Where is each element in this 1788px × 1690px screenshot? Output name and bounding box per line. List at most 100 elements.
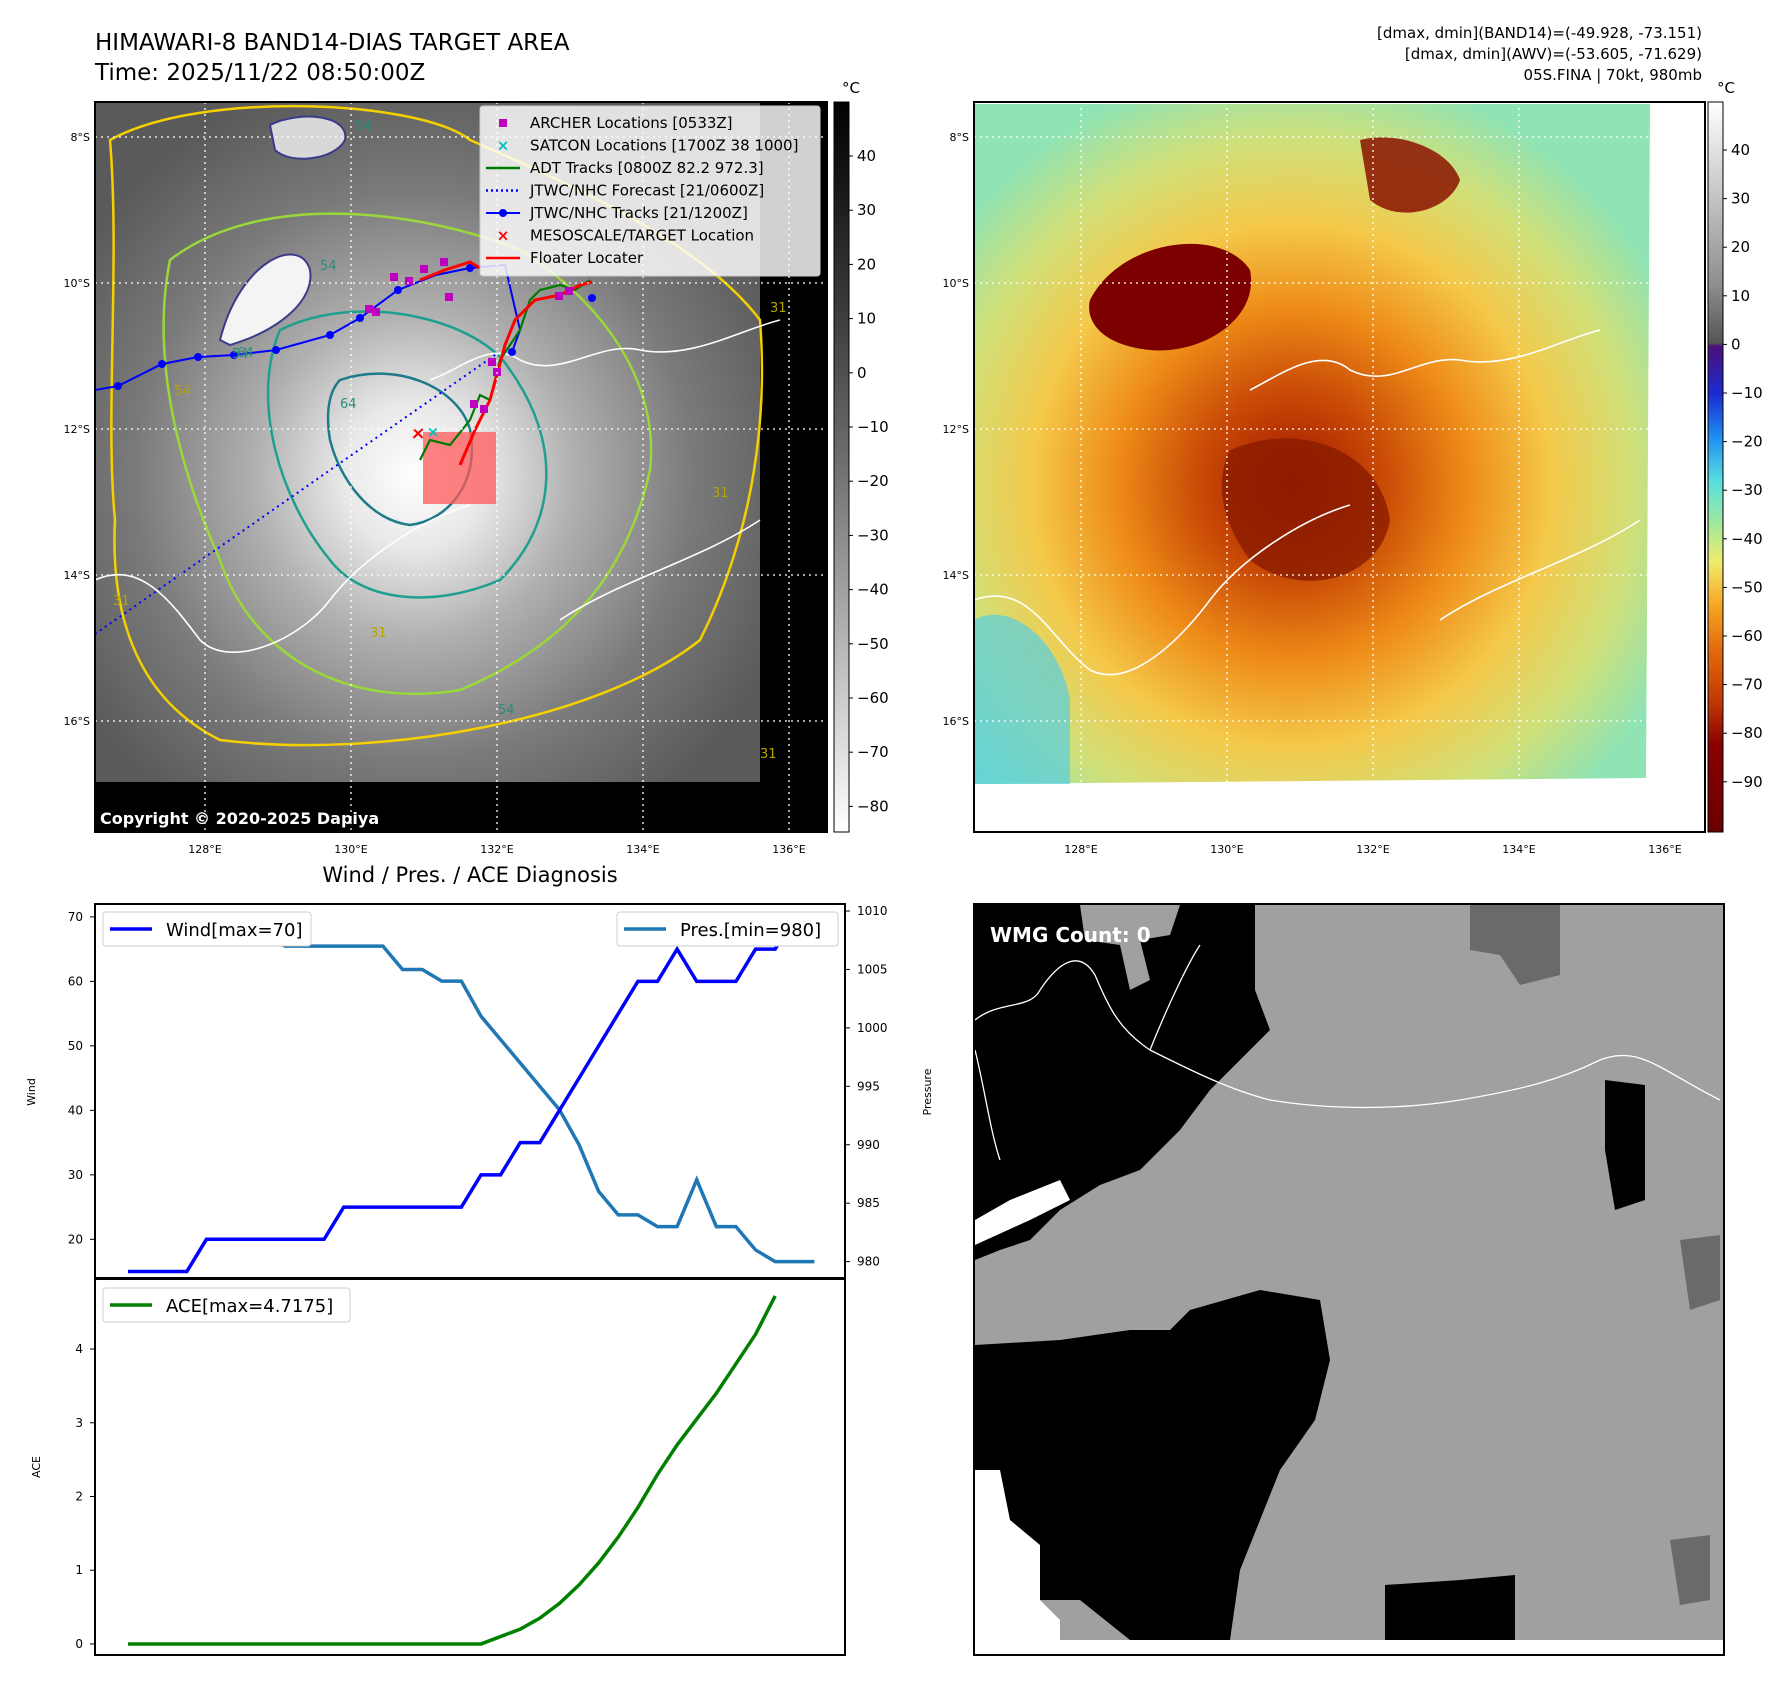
colorbar-tick-label: −40 — [1731, 530, 1763, 548]
colorbar-tick-label: −70 — [857, 743, 889, 761]
colorbar-tick-label: 0 — [857, 364, 867, 382]
contour-teal — [266, 310, 548, 599]
pressure-axis-label: Pressure — [921, 1068, 934, 1115]
legend-item: JTWC/NHC Tracks [21/1200Z] — [486, 204, 748, 222]
legend-label: JTWC/NHC Forecast [21/0600Z] — [529, 182, 764, 200]
legend-label: ARCHER Locations [0533Z] — [530, 114, 733, 132]
y-tick-label: 60 — [68, 974, 83, 988]
map-gridlines — [974, 102, 1705, 832]
ace-axis-label: ACE — [30, 1456, 43, 1478]
wind-legend: Wind[max=70] — [102, 911, 312, 947]
y-tick-label: 0 — [75, 1637, 83, 1651]
colorbar-tick-label: −80 — [857, 797, 889, 815]
wmg-coastline — [974, 944, 1201, 1161]
copyright: Copyright © 2020-2025 Dapiya — [100, 809, 379, 828]
colorbar-tick-label: −10 — [1731, 384, 1763, 402]
colorbar-tick-label: −10 — [857, 418, 889, 436]
lat-tick-label: 10°S — [943, 277, 969, 290]
contour-label: 54 — [232, 347, 249, 362]
title-line-1: HIMAWARI-8 BAND14-DIAS TARGET AREA — [95, 30, 570, 56]
wind-series-line — [128, 915, 815, 1274]
legend-item: × SATCON Locations [1700Z 38 1000] — [497, 137, 799, 155]
lat-tick-label: 8°S — [71, 131, 90, 144]
wmg-mask-darkgray — [1680, 1235, 1720, 1310]
ace-legend: ACE[max=4.7175] — [102, 1287, 351, 1323]
y2-tick-label: 1000 — [857, 1021, 888, 1035]
legend-item: × MESOSCALE/TARGET Location — [497, 227, 754, 245]
colorbar-tick-label: −60 — [1731, 627, 1763, 645]
legend-marker: × — [497, 227, 510, 245]
colorbar-tick-label: −50 — [1731, 578, 1763, 596]
y-tick-label: 30 — [68, 1168, 83, 1182]
contour-label: 54 — [355, 119, 372, 134]
wmg-mask-black — [1605, 1080, 1645, 1210]
lat-tick-label: 12°S — [64, 423, 90, 436]
stats-line-1: [dmax, dmin](BAND14)=(-49.928, -73.151) — [1377, 24, 1702, 42]
contour-label: 64 — [340, 397, 357, 412]
wind-axis-label: Wind — [25, 1078, 38, 1106]
cold-cloud-blob — [268, 115, 347, 160]
y-tick-label: 3 — [75, 1416, 83, 1430]
lat-tick-label: 16°S — [943, 715, 969, 728]
pressure-legend-label: Pres.[min=980] — [680, 920, 821, 941]
y-tick-label: 20 — [68, 1232, 83, 1246]
colorbar-tick-label: 20 — [857, 255, 876, 273]
y-tick-label: 4 — [75, 1342, 83, 1356]
y-tick-label: 70 — [68, 910, 83, 924]
awv-map-panel: 8°S 10°S 12°S 14°S 16°S 128°E 130°E 132°E 134°E… — [943, 101, 1706, 856]
colorbar-tick-label: 40 — [1731, 141, 1750, 159]
lon-tick-label: 136°E — [772, 843, 805, 856]
gray-colorbar: °C 40 30 20 10 0 −10 −20 −30 −40 −50 −60 −70 −80 — [833, 79, 889, 833]
contour-label: 31 — [113, 594, 130, 609]
contour-teal-inner — [326, 372, 474, 527]
lat-tick-label: 16°S — [64, 715, 90, 728]
floater-track — [458, 280, 593, 466]
y2-tick-label: 1010 — [857, 904, 888, 918]
stats-line-2: [dmax, dmin](AWV)=(-53.605, -71.629) — [1405, 45, 1702, 63]
wmg-mask-darkgray — [1670, 1535, 1710, 1605]
legend-label: SATCON Locations [1700Z 38 1000] — [530, 137, 798, 155]
colorbar-tick-label: −40 — [857, 581, 889, 599]
contour-label: 31 — [712, 486, 729, 501]
ace-series-line — [128, 1295, 777, 1646]
lon-tick-label: 134°E — [626, 843, 659, 856]
y2-tick-label: 980 — [857, 1255, 880, 1269]
contour-label: 31 — [760, 747, 777, 762]
best-track-points — [114, 264, 596, 390]
contour-label: 31 — [770, 301, 787, 316]
y-tick-label: 40 — [68, 1103, 83, 1117]
wmg-coastline — [974, 960, 1721, 1109]
lat-tick-label: 12°S — [943, 423, 969, 436]
ace-chart: 0 1 2 3 4 ACE ACE[max=4.7175] — [30, 1278, 846, 1656]
legend-label: Floater Locater — [530, 249, 644, 267]
colorbar-tick-label: −20 — [857, 472, 889, 490]
cold-region — [1089, 243, 1252, 351]
y2-tick-label: 990 — [857, 1138, 880, 1152]
lat-tick-label: 10°S — [64, 277, 90, 290]
ace-legend-label: ACE[max=4.7175] — [166, 1296, 333, 1317]
legend-marker — [499, 209, 507, 217]
legend-item: ADT Tracks [0800Z 82.2 972.3] — [486, 159, 764, 177]
colorbar-tick-label: −90 — [1731, 773, 1763, 791]
color-colorbar: °C 40 30 20 10 0 −10 −20 −30 −40 −50 −60 −70 −80 −90 — [1707, 79, 1763, 833]
contour-yellow — [108, 104, 764, 747]
lat-tick-label: 14°S — [943, 569, 969, 582]
contour-label: 54 — [320, 259, 337, 274]
y2-tick-label: 1005 — [857, 962, 888, 976]
wmg-mask-white — [975, 1470, 1060, 1640]
legend-item: ARCHER Locations [0533Z] — [499, 114, 733, 132]
y2-tick-label: 995 — [857, 1079, 880, 1093]
colorbar-unit: °C — [1717, 79, 1735, 97]
floater-box — [423, 432, 496, 504]
diagnosis-title: Wind / Pres. / ACE Diagnosis — [322, 863, 617, 887]
ir-map-panel: × × 54 54 54 64 64 54 31 31 31 31 54 31 — [64, 101, 828, 856]
lon-tick-label: 132°E — [480, 843, 513, 856]
y-tick-label: 1 — [75, 1563, 83, 1577]
legend-marker: × — [497, 137, 510, 155]
coastline — [974, 329, 1641, 676]
wmg-panel: WMG Count: 0 — [973, 903, 1725, 1656]
dry-region — [974, 614, 1070, 784]
title-line-2: Time: 2025/11/22 08:50:00Z — [94, 60, 425, 86]
y-tick-label: 2 — [75, 1489, 83, 1503]
contour-label: 54 — [498, 703, 515, 718]
